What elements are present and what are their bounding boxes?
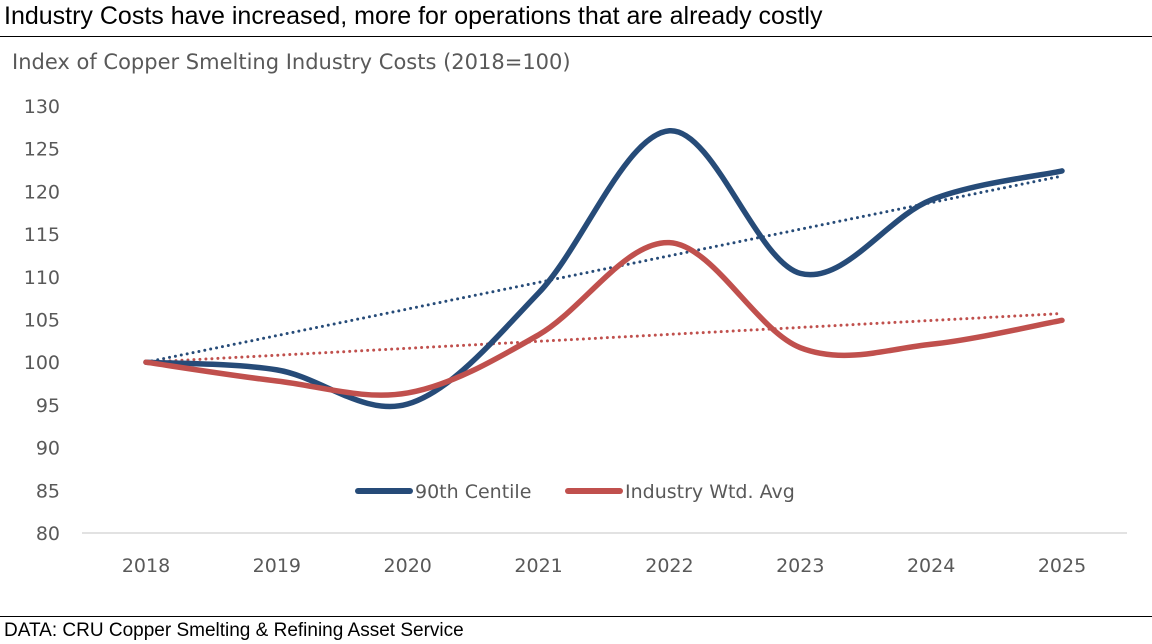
x-tick-label: 2019 <box>253 555 301 577</box>
legend-label-1: Industry Wtd. Avg <box>625 481 795 503</box>
chart-title: Index of Copper Smelting Industry Costs … <box>12 50 571 74</box>
x-tick-label: 2018 <box>122 555 170 577</box>
y-tick-label: 90 <box>36 438 60 460</box>
top-rule <box>0 36 1152 37</box>
y-tick-label: 80 <box>36 523 60 545</box>
x-tick-label: 2023 <box>776 555 824 577</box>
x-tick-label: 2020 <box>384 555 432 577</box>
headline: Industry Costs have increased, more for … <box>4 2 823 30</box>
x-tick-label: 2021 <box>514 555 562 577</box>
x-tick-label: 2022 <box>645 555 693 577</box>
source-note: DATA: CRU Copper Smelting & Refining Ass… <box>4 620 464 641</box>
trendline-0 <box>144 174 1064 364</box>
series-line-1 <box>143 239 1065 398</box>
x-tick-label: 2024 <box>907 555 955 577</box>
y-tick-label: 130 <box>24 96 60 118</box>
y-tick-label: 100 <box>24 352 60 374</box>
y-tick-label: 95 <box>36 395 60 417</box>
bottom-rule <box>0 616 1152 617</box>
x-tick-label: 2025 <box>1038 555 1086 577</box>
y-tick-label: 120 <box>24 181 60 203</box>
y-tick-label: 110 <box>24 267 60 289</box>
y-tick-label: 105 <box>24 310 60 332</box>
legend-label-0: 90th Centile <box>415 481 531 503</box>
series-line-0 <box>143 128 1065 410</box>
y-tick-label: 85 <box>36 480 60 502</box>
trendline-1 <box>144 312 1064 364</box>
y-tick-label: 125 <box>24 139 60 161</box>
y-tick-label: 115 <box>24 224 60 246</box>
